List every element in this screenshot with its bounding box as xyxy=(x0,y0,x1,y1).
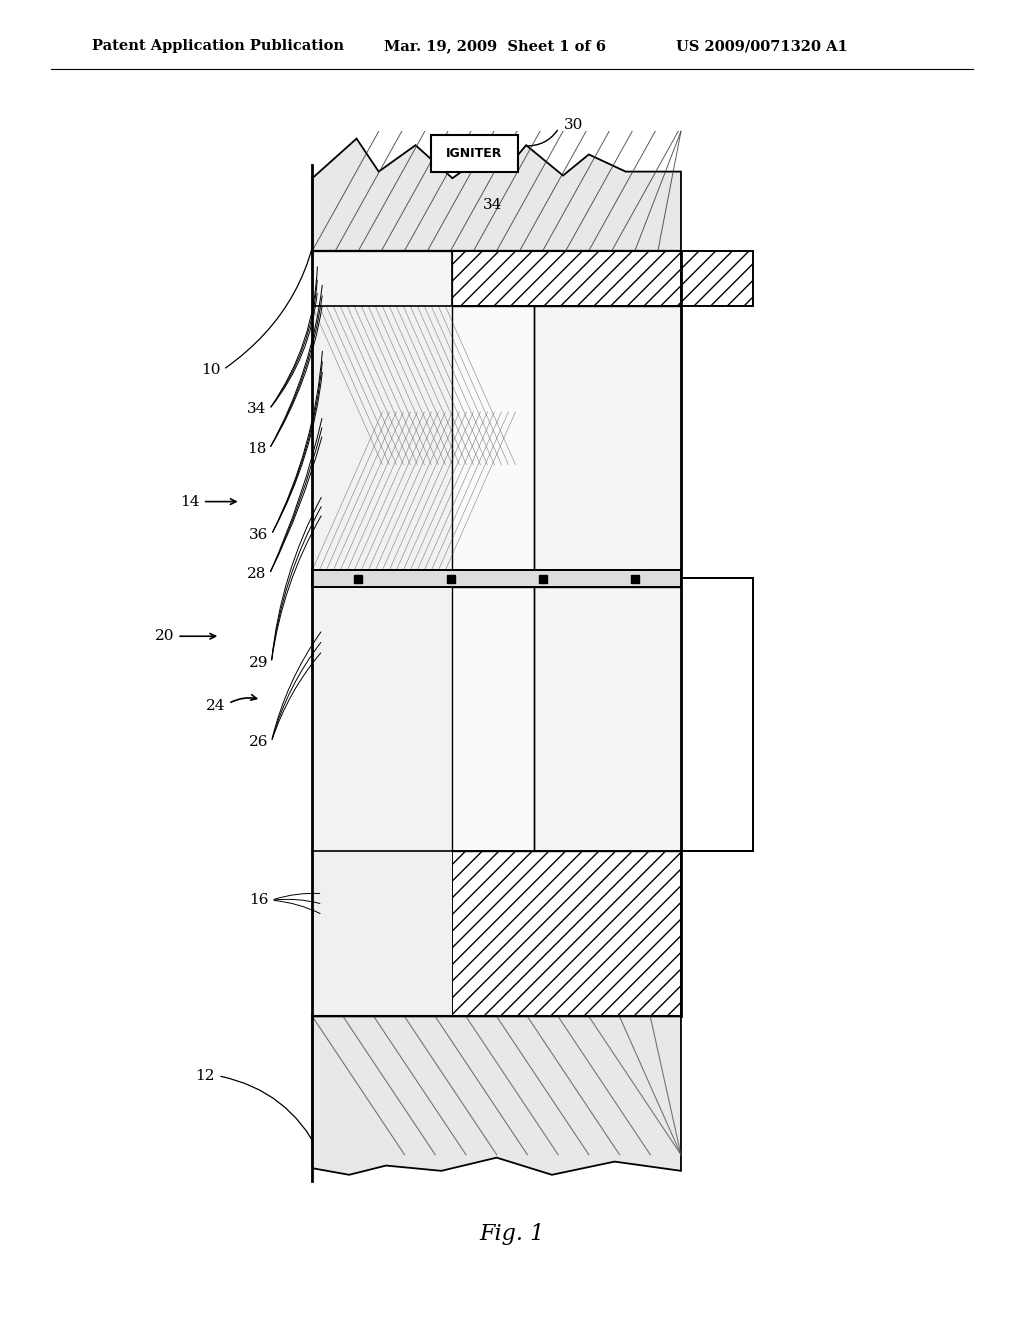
Bar xyxy=(681,251,753,306)
Polygon shape xyxy=(312,139,681,251)
Polygon shape xyxy=(312,570,681,587)
Polygon shape xyxy=(681,578,753,851)
Polygon shape xyxy=(312,1016,681,1175)
Text: IGNITER: IGNITER xyxy=(446,147,503,160)
Polygon shape xyxy=(312,587,453,851)
Bar xyxy=(534,306,681,570)
Bar xyxy=(453,251,681,306)
Polygon shape xyxy=(534,306,681,570)
Text: 14: 14 xyxy=(180,495,200,508)
Text: Mar. 19, 2009  Sheet 1 of 6: Mar. 19, 2009 Sheet 1 of 6 xyxy=(384,40,606,53)
Polygon shape xyxy=(312,306,453,570)
Bar xyxy=(453,851,681,1016)
Bar xyxy=(453,587,534,851)
Bar xyxy=(446,576,455,583)
Text: Fig. 1: Fig. 1 xyxy=(479,1224,545,1245)
FancyBboxPatch shape xyxy=(431,135,518,172)
Text: 16: 16 xyxy=(249,894,268,907)
Text: Patent Application Publication: Patent Application Publication xyxy=(92,40,344,53)
Bar xyxy=(681,251,753,306)
Bar xyxy=(534,306,681,570)
Polygon shape xyxy=(534,587,681,851)
Polygon shape xyxy=(453,306,534,570)
Bar xyxy=(534,587,681,851)
Bar xyxy=(453,306,534,570)
Text: US 2009/0071320 A1: US 2009/0071320 A1 xyxy=(676,40,848,53)
Bar xyxy=(534,587,681,851)
Bar xyxy=(453,306,534,570)
Bar xyxy=(453,851,681,1016)
Bar xyxy=(312,251,453,306)
Text: 26: 26 xyxy=(249,735,268,748)
Text: 20: 20 xyxy=(155,630,174,643)
Text: 29: 29 xyxy=(249,656,268,669)
Bar xyxy=(631,576,639,583)
Polygon shape xyxy=(312,851,453,1016)
Bar xyxy=(354,576,362,583)
Text: 10: 10 xyxy=(201,363,220,376)
Bar xyxy=(312,251,453,306)
Bar xyxy=(539,576,547,583)
Text: 36: 36 xyxy=(249,528,268,541)
Text: 18: 18 xyxy=(247,442,266,455)
Bar xyxy=(453,251,681,306)
Text: 28: 28 xyxy=(247,568,266,581)
Bar xyxy=(453,587,534,851)
Text: 34: 34 xyxy=(482,198,502,211)
Polygon shape xyxy=(453,587,534,851)
Text: 12: 12 xyxy=(196,1069,215,1082)
Text: 24: 24 xyxy=(206,700,225,713)
Text: 34: 34 xyxy=(247,403,266,416)
Text: 30: 30 xyxy=(564,119,584,132)
